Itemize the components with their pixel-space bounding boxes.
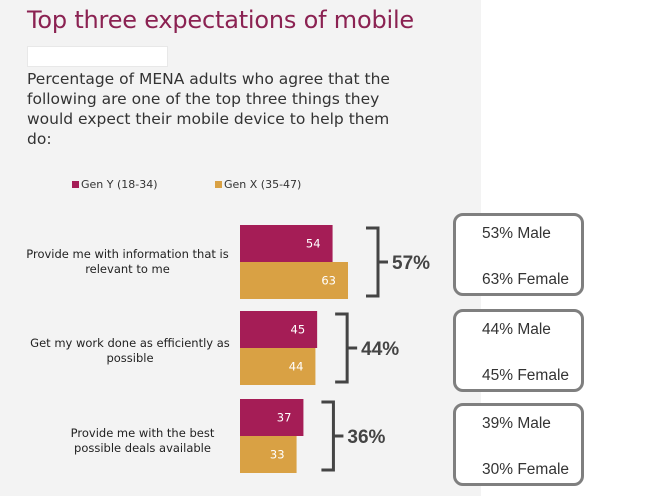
callout-box-1: 53% Male 63% Female [453,213,584,296]
page-title: Top three expectations of mobile [27,6,414,34]
bar-gen-x-3 [240,436,297,473]
legend-label-gen-y: Gen Y (18-34) [81,178,158,191]
bar-gen-x-2 [240,348,316,385]
bar-gen-y-3 [240,399,304,436]
bar-gen-y-1 [240,225,333,262]
group-total-label-3: 36% [347,427,385,448]
category-label-3: Provide me with the best possible deals … [70,426,215,455]
bar-value-label-gen-x-3: 33 [270,448,285,462]
group-total-label-2: 44% [361,339,399,360]
legend-item-gen-x: Gen X (35-47) [215,178,301,191]
callout-male-1: 53% Male [482,225,551,242]
legend-item-gen-y: Gen Y (18-34) [72,178,158,191]
group-bracket-2 [335,312,358,384]
bar-gen-y-2 [240,311,318,348]
blank-text-box [27,46,168,67]
callout-female-2: 45% Female [482,367,570,384]
bar-gen-x-1 [240,262,348,299]
bar-value-label-gen-x-2: 44 [289,360,304,374]
callout-box-2: 44% Male 45% Female [453,309,584,392]
callout-male-3: 39% Male [482,415,551,432]
bar-value-label-gen-x-1: 63 [321,274,336,288]
group-total-label-1: 57% [392,253,430,274]
bar-value-label-gen-y-3: 37 [277,411,292,425]
callout-female-3: 30% Female [482,461,570,478]
group-bracket-1 [366,226,388,298]
chart-subtitle: Percentage of MENA adults who agree that… [27,70,390,148]
category-label-1: Provide me with information that is rele… [26,247,229,276]
group-bracket-3 [321,400,344,472]
callout-box-3: 39% Male 30% Female [453,403,584,486]
legend-label-gen-x: Gen X (35-47) [224,178,302,191]
callout-male-2: 44% Male [482,321,551,338]
bar-value-label-gen-y-1: 54 [306,237,321,251]
bar-value-label-gen-y-2: 45 [291,323,306,337]
category-label-2: Get my work done as efficiently as possi… [30,336,230,365]
legend-swatch-gen-y [72,181,79,188]
legend-swatch-gen-x [215,181,222,188]
callout-female-1: 63% Female [482,271,570,288]
